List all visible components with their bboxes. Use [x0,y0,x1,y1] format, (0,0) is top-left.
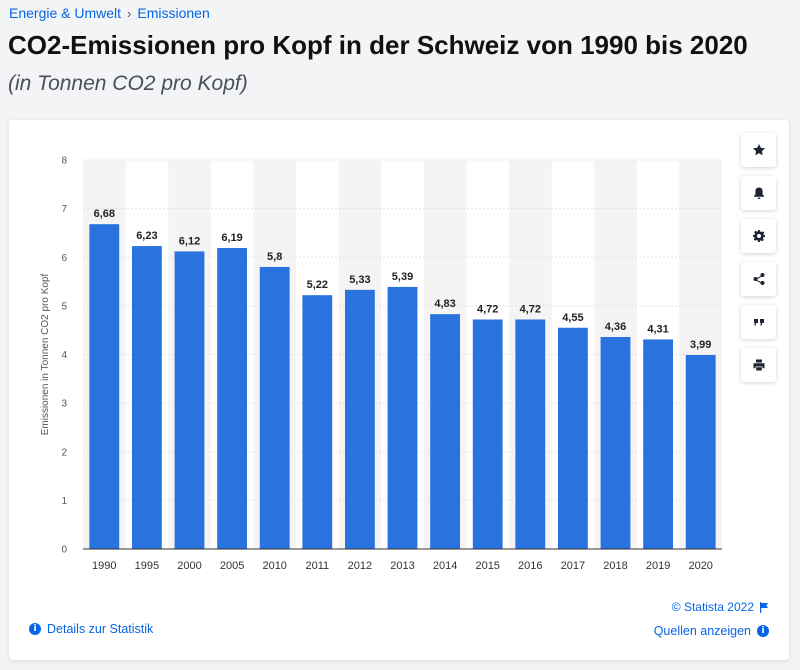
x-tick-label: 2005 [220,560,244,572]
data-label: 5,22 [307,279,328,291]
x-tick-label: 2016 [518,560,542,572]
bar [387,286,418,549]
y-tick-label: 8 [61,156,67,167]
bar [685,354,716,549]
breadcrumb-emissionen[interactable]: Emissionen [137,5,210,21]
data-label: 4,72 [477,303,498,315]
data-label: 4,31 [647,323,668,335]
printer-icon [753,359,764,371]
y-axis-label: Emissionen in Tonnen CO2 pro Kopf [40,273,51,435]
x-tick-label: 2017 [561,560,585,572]
bar [600,336,631,549]
bar [89,224,120,549]
data-label: 4,72 [520,303,541,315]
favorite-star-button[interactable] [741,133,776,167]
bar [217,248,248,550]
star-icon [752,144,765,156]
data-label: 5,39 [392,271,413,283]
sources-label: Quellen anzeigen [653,624,751,638]
data-label: 6,19 [221,232,242,244]
info-icon: i [757,625,769,637]
notification-bell-button[interactable] [741,176,776,210]
x-tick-label: 2019 [646,560,670,572]
breadcrumb-energie-umwelt[interactable]: Energie & Umwelt [9,5,122,21]
chart-card: 0 1 2 3 4 5 6 7 8 6,68 1990 6,23 1995 6,12 2000 6,19 200… [9,120,789,660]
bar [302,295,333,549]
data-label: 4,36 [605,321,626,333]
data-label: 6,23 [136,230,157,242]
y-tick-label: 6 [61,253,67,264]
page-title: CO2-Emissionen pro Kopf in der Schweiz v… [8,30,748,60]
x-tick-label: 2020 [688,560,712,572]
breadcrumb: Energie & Umwelt › Emissionen [9,5,210,21]
y-tick-label: 7 [61,204,67,215]
flag-icon [760,601,768,613]
data-label: 3,99 [690,339,711,351]
share-icon [753,273,764,285]
bar [557,327,588,549]
page-subtitle: (in Tonnen CO2 pro Kopf) [8,72,248,95]
bar [131,246,162,549]
bell-icon [753,187,764,199]
bar [259,266,290,549]
statista-credit[interactable]: © Statista 2022 [672,600,769,614]
x-tick-label: 2018 [603,560,627,572]
y-tick-label: 4 [61,350,67,361]
data-label: 6,68 [94,208,115,220]
data-label: 4,55 [562,312,583,324]
info-icon: i [29,623,41,635]
x-tick-label: 2011 [305,560,329,572]
y-tick-label: 5 [61,301,67,312]
x-tick-label: 1990 [92,560,116,572]
breadcrumb-separator: › [127,5,132,21]
details-link[interactable]: i Details zur Statistik [29,622,153,636]
y-tick-label: 2 [61,447,67,458]
x-tick-label: 2013 [390,560,414,572]
cite-quote-button[interactable] [741,305,776,339]
credit-text: © Statista 2022 [671,600,754,614]
quote-icon [753,319,764,326]
bar [344,289,375,549]
bar [515,319,546,549]
bar [643,339,674,549]
x-tick-label: 2014 [433,560,457,572]
bar [174,251,205,550]
bar-chart: 0 1 2 3 4 5 6 7 8 6,68 1990 6,23 1995 6,12 2000 6,19 200… [40,156,722,572]
details-label: Details zur Statistik [47,622,154,636]
x-tick-label: 2012 [348,560,372,572]
data-label: 5,8 [267,251,282,263]
bar [430,314,461,549]
share-button[interactable] [741,262,776,296]
x-tick-label: 2010 [262,560,286,572]
settings-gear-button[interactable] [741,219,776,253]
y-tick-label: 3 [61,399,67,410]
x-tick-label: 1995 [135,560,159,572]
x-tick-label: 2000 [177,560,201,572]
print-button[interactable] [741,348,776,382]
bar [472,319,503,549]
data-label: 6,12 [179,235,200,247]
y-tick-label: 0 [61,545,67,556]
gear-icon [752,230,765,242]
x-tick-label: 2015 [475,560,499,572]
sources-link[interactable]: Quellen anzeigen i [654,624,769,638]
y-tick-label: 1 [61,496,67,507]
data-label: 4,83 [434,298,455,310]
chart-action-toolbar [741,133,776,382]
data-label: 5,33 [349,274,370,286]
